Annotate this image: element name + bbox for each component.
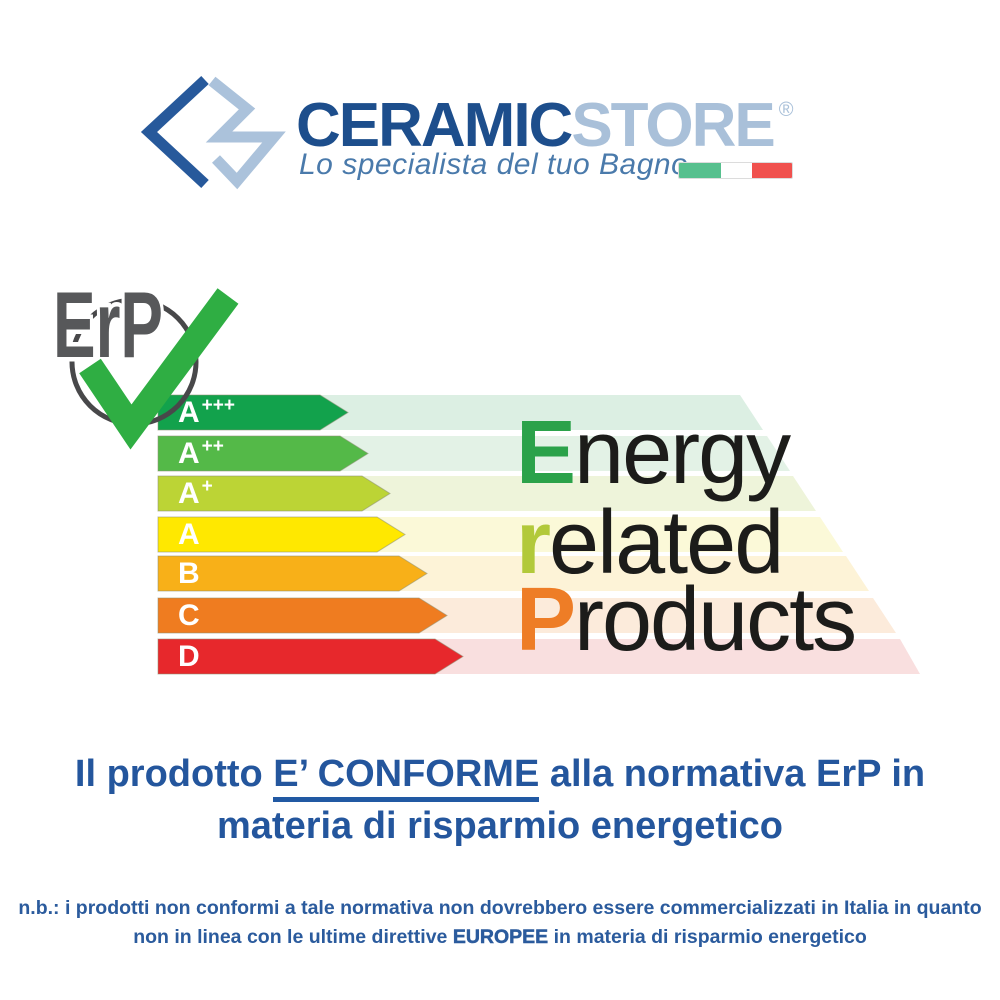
rating-label: A ++ — [178, 436, 224, 470]
rating-bar — [157, 555, 428, 592]
registered-trademark-icon: ® — [778, 99, 794, 121]
rating-label: C — [178, 599, 200, 632]
rating-bar — [157, 475, 391, 512]
footnote-europee: EUROPEE — [452, 926, 549, 949]
rating-bar — [157, 394, 349, 431]
conformity-statement: Il prodotto E’ CONFORME alla normativa E… — [0, 750, 1000, 851]
statement-suffix: alla normativa ErP in — [539, 753, 926, 795]
headline-lead-letter: E — [516, 403, 574, 503]
logo-s-light — [205, 76, 286, 190]
brand-name-secondary: STORE — [571, 91, 775, 160]
rating-label: D — [178, 640, 200, 673]
statement-prefix: Il prodotto — [74, 753, 274, 795]
headline-rest: elated — [549, 493, 782, 593]
rating-bar — [157, 435, 369, 472]
footnote-line2-prefix: non in linea con le ultime direttive — [133, 926, 453, 948]
statement-line1: Il prodotto E’ CONFORME alla normativa E… — [0, 750, 1000, 802]
erp-check-logo: ErP — [49, 268, 239, 450]
headline-line-energy: Energy — [516, 403, 791, 503]
rating-bar — [157, 638, 464, 675]
statement-line2: materia di risparmio energetico — [217, 805, 783, 847]
erp-headline: Energy related Products — [516, 403, 857, 670]
erp-energy-label-graphic: Energy related Products A +++ A ++ A + A — [0, 250, 1000, 720]
rating-bar — [157, 597, 448, 634]
rating-labels: A +++ A ++ A + A B C D — [178, 395, 235, 673]
headline-rest: nergy — [574, 403, 791, 503]
flag-red-stripe — [752, 163, 792, 178]
brand-name: CERAMICSTORE ® — [296, 80, 794, 157]
brand-name-primary: CERAMIC — [296, 91, 573, 160]
statement-underlined: E’ CONFORME — [273, 754, 540, 802]
rating-label: A — [178, 518, 200, 551]
rating-label: A + — [178, 476, 213, 510]
headline-lead-letter: P — [516, 570, 574, 670]
footnote-line2: non in linea con le ultime direttive EUR… — [0, 923, 1000, 952]
rating-bars — [157, 394, 464, 675]
ceramicstore-logo-icon — [140, 75, 286, 190]
headline-lead-letter: r — [516, 493, 550, 593]
headline-line-products: Products — [516, 570, 855, 670]
rating-bar — [157, 516, 406, 553]
flag-white-stripe — [720, 163, 753, 178]
check-icon — [79, 288, 239, 450]
headline-rest: roducts — [574, 570, 855, 670]
italy-flag-icon — [678, 162, 793, 179]
footnote: n.b.: i prodotti non conformi a tale nor… — [0, 894, 1000, 952]
headline-line-related: related — [516, 493, 782, 593]
rating-label: A +++ — [178, 395, 235, 429]
logo-chevron-dark — [140, 75, 209, 189]
brand-tagline: Lo specialista del tuo Bagno — [299, 148, 689, 181]
footnote-line1: n.b.: i prodotti non conformi a tale nor… — [18, 897, 982, 919]
erp-logo-text: ErP — [53, 272, 163, 377]
flag-green-stripe — [679, 163, 721, 178]
footnote-line2-suffix: in materia di risparmio energetico — [548, 926, 867, 948]
rating-label: B — [178, 557, 200, 590]
